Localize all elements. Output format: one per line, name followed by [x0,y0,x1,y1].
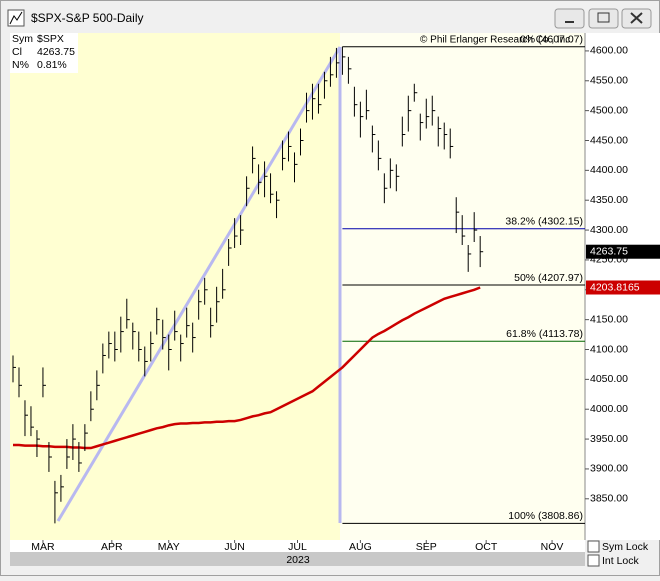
y-tick-label: 4350.00 [590,194,628,206]
x-tick-label: SEP [416,541,437,553]
year-bar [10,552,585,566]
y-tick-label: 4000.00 [590,403,628,415]
info-value: 4263.75 [37,46,75,58]
info-label: Sym [12,33,33,45]
y-tick-label: 3850.00 [590,493,628,505]
minimize-button[interactable] [554,8,585,29]
plot-background-left [10,33,340,540]
y-tick-label: 4400.00 [590,164,628,176]
y-tick-label: 4050.00 [590,373,628,385]
y-tick-label: 4550.00 [590,75,628,87]
control-label[interactable]: Sym Lock [602,541,649,553]
y-tick-label: 4600.00 [590,45,628,57]
x-tick-label: AUG [349,541,372,553]
x-tick-label: JUL [288,541,307,553]
plot-background-right [340,33,585,540]
ma-price-tag [586,280,660,295]
last-price-label: 4263.75 [590,245,628,257]
maximize-glyph [597,12,610,23]
control-label[interactable]: Int Lock [602,555,640,567]
info-value: $SPX [37,33,64,45]
info-label: Cl [12,46,22,58]
y-tick-label: 4300.00 [590,224,628,236]
fib-level-label: 38.2% (4302.15) [505,216,583,228]
close-glyph [630,12,643,24]
x-tick-label: APR [101,541,123,553]
fib-level-label: 0% (4607.07) [520,33,583,45]
info-box [10,33,78,73]
maximize-button[interactable] [588,8,619,29]
moving-average-line [12,286,481,450]
copyright: © Phil Erlanger Research Co., Inc. [420,35,573,46]
y-tick-label: 3900.00 [590,463,628,475]
y-tick-label: 4150.00 [590,313,628,325]
x-tick-label: OCT [475,541,498,553]
ma-price-label: 4203.8165 [590,281,640,293]
window-title: $SPX-S&P 500-Daily [31,11,144,25]
info-label: N% [12,59,29,71]
x-tick-label: JUN [224,541,244,553]
checkbox[interactable] [587,540,600,553]
last-price-tag [586,244,660,259]
checkbox[interactable] [587,554,600,567]
y-tick-label: 4100.00 [590,343,628,355]
fib-level-label: 50% (4207.97) [514,272,583,284]
x-tick-label: MAR [31,541,55,553]
x-axis-panel [10,540,585,552]
plot: 0% (4607.07) 38.2% (4302.15) 50% (4207.97)… [12,33,585,524]
y-tick-label: 3950.00 [590,433,628,445]
year-label: 2023 [286,554,310,566]
fib-level-label: 100% (3808.86) [508,510,583,522]
x-tick-label: NOV [541,541,564,553]
y-tick-label: 4500.00 [590,104,628,116]
info-value: 0.81% [37,59,67,71]
trend-line [56,46,342,522]
x-tick-label: MAY [158,541,180,553]
y-tick-label: 4450.00 [590,134,628,146]
app-icon-glyph [9,11,23,25]
fib-level-label: 61.8% (4113.78) [506,328,583,340]
